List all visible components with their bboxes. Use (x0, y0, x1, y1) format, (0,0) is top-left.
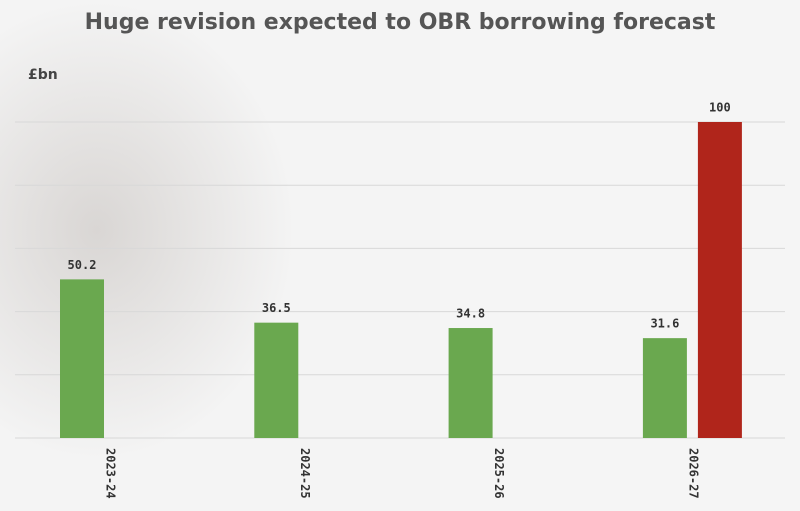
x-tick-label: 2023-24 (104, 448, 118, 499)
x-tick-label: 2026-27 (686, 448, 700, 499)
x-tick-label: 2024-25 (298, 448, 312, 499)
bar (60, 279, 104, 438)
bar (254, 322, 299, 438)
bar (697, 122, 742, 438)
value-label: 50.2 (68, 258, 97, 272)
bar (448, 328, 493, 438)
value-label: 34.8 (456, 307, 485, 321)
value-label: 100 (709, 101, 731, 115)
value-label: 31.6 (650, 317, 679, 331)
value-label: 36.5 (262, 301, 291, 315)
bar (642, 338, 687, 438)
x-tick-label: 2025-26 (492, 448, 506, 499)
chart-title: Huge revision expected to OBR borrowing … (85, 10, 716, 35)
unit-label: £bn (28, 67, 58, 83)
